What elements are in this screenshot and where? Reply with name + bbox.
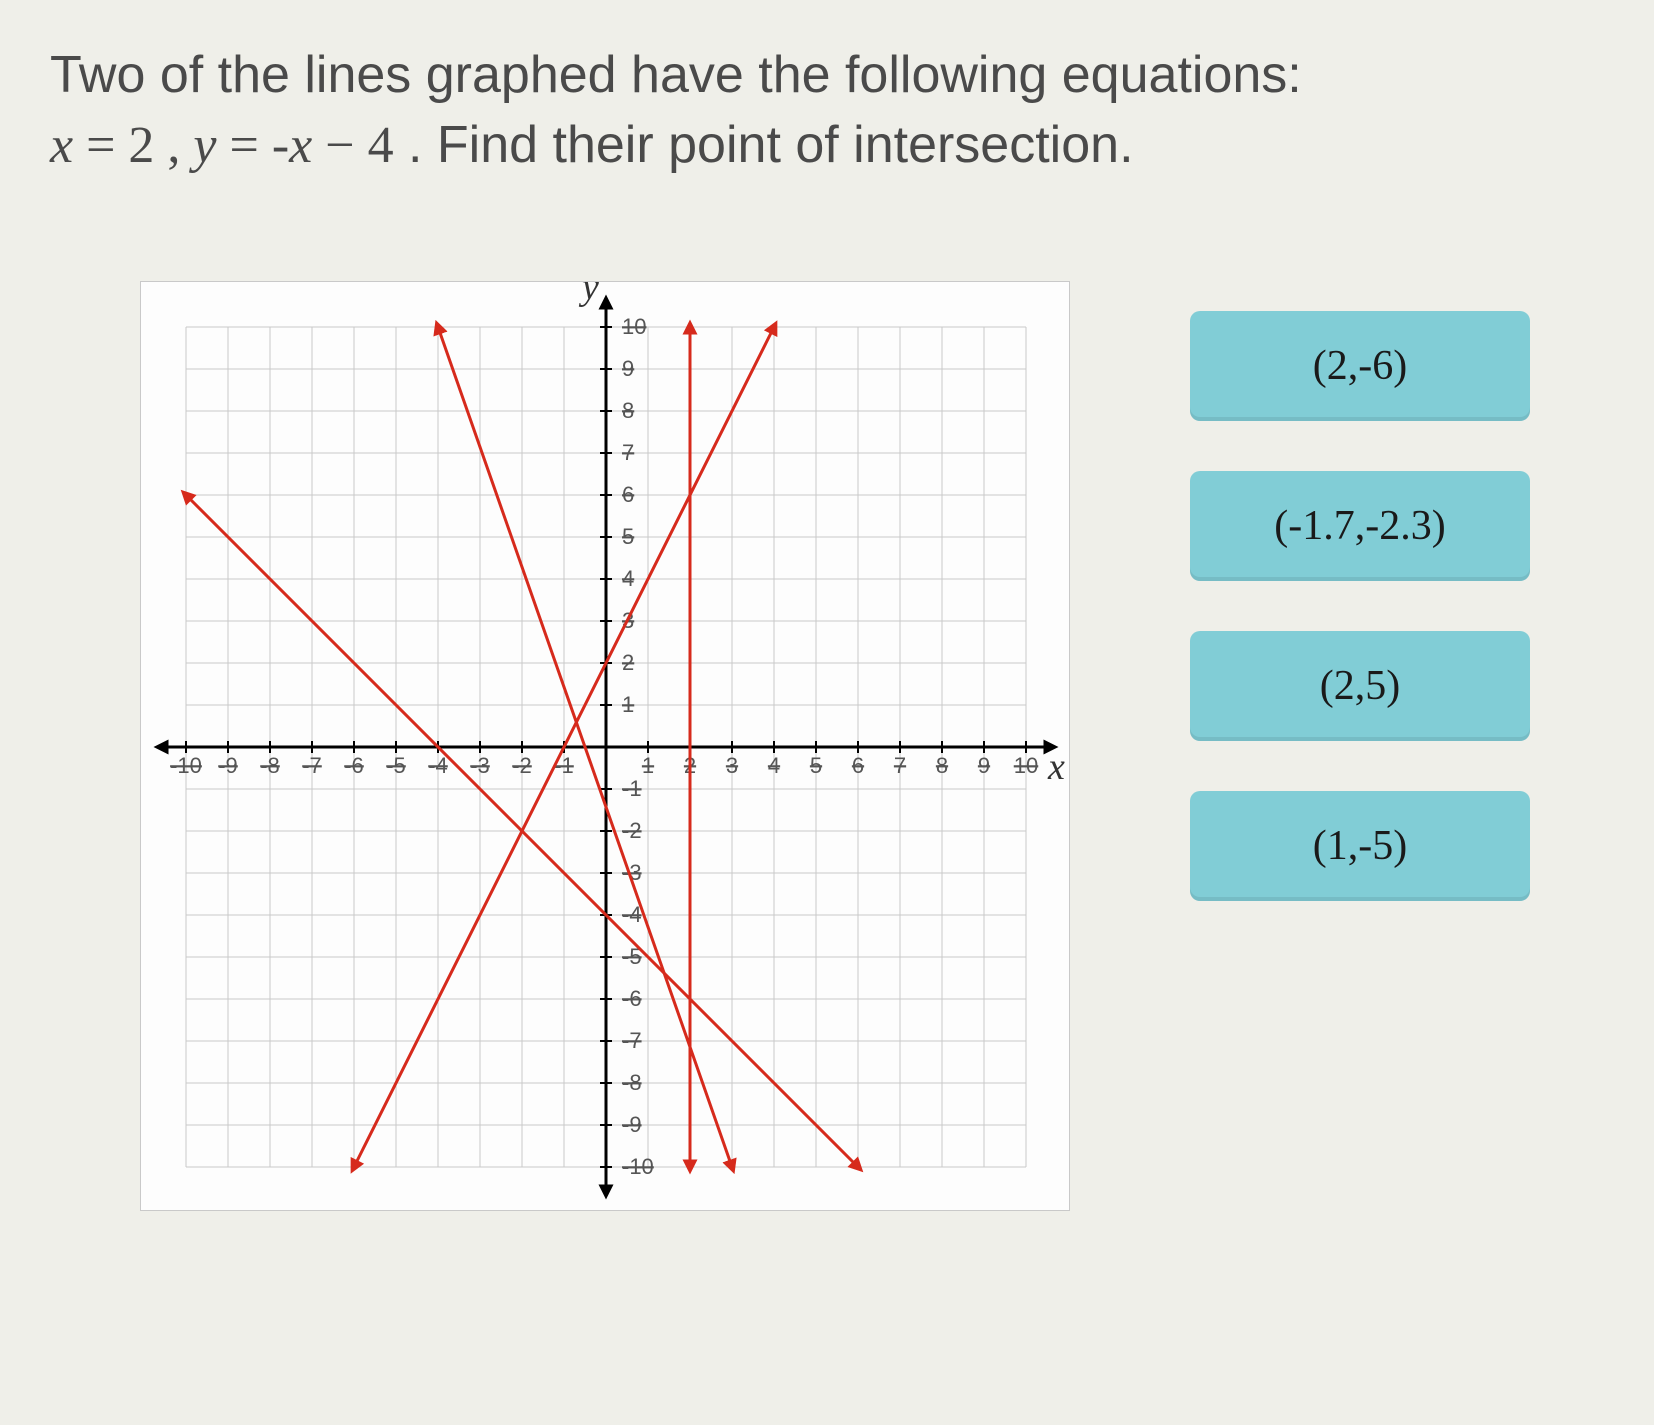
content-row: -10-9-8-7-6-5-4-3-2-11234567891012345678… [50,281,1604,1211]
svg-text:8: 8 [622,398,634,423]
svg-text:-2: -2 [512,753,532,778]
svg-text:10: 10 [1014,753,1038,778]
svg-text:-2: -2 [622,818,642,843]
answer-choices: (2,-6) (-1.7,-2.3) (2,5) (1,-5) [1190,281,1530,901]
answer-choice-0[interactable]: (2,-6) [1190,311,1530,421]
svg-text:-10: -10 [622,1154,654,1179]
question-prefix: Two of the lines graphed have the follow… [50,46,1302,104]
svg-text:-1: -1 [622,776,642,801]
eq1-rhs: 2 [128,117,154,174]
svg-text:-1: -1 [554,753,574,778]
answer-choice-3[interactable]: (1,-5) [1190,791,1530,901]
eq-sep: , [154,117,193,174]
svg-text:-7: -7 [302,753,322,778]
svg-text:-5: -5 [386,753,406,778]
question-suffix: . Find their point of intersection. [394,116,1134,174]
coordinate-plane: -10-9-8-7-6-5-4-3-2-11234567891012345678… [140,281,1070,1211]
svg-text:9: 9 [978,753,990,778]
svg-text:8: 8 [936,753,948,778]
svg-text:x: x [1047,746,1065,788]
svg-text:5: 5 [622,524,634,549]
eq2-lhs: y [193,117,216,174]
eq1-lhs: x [50,117,73,174]
answer-choice-1[interactable]: (-1.7,-2.3) [1190,471,1530,581]
svg-text:-8: -8 [622,1070,642,1095]
svg-text:-9: -9 [622,1112,642,1137]
eq1-eq: = [73,117,128,174]
eq2-rhs-c: 4 [368,117,394,174]
svg-text:-8: -8 [260,753,280,778]
eq2-eq: = [217,117,272,174]
svg-text:4: 4 [622,566,634,591]
answer-label: (-1.7,-2.3) [1274,502,1445,550]
eq2-rhs-a: -x [272,117,312,174]
svg-text:7: 7 [622,440,634,465]
svg-text:1: 1 [622,692,634,717]
answer-label: (2,-6) [1313,342,1407,390]
svg-text:y: y [578,282,599,308]
coordinate-plane-svg: -10-9-8-7-6-5-4-3-2-11234567891012345678… [141,282,1071,1212]
svg-text:10: 10 [622,314,646,339]
svg-text:1: 1 [642,753,654,778]
svg-text:2: 2 [622,650,634,675]
answer-label: (2,5) [1320,662,1400,710]
svg-text:9: 9 [622,356,634,381]
svg-text:-6: -6 [344,753,364,778]
eq2-rhs-b: − [312,117,367,174]
svg-text:4: 4 [768,753,780,778]
svg-text:6: 6 [622,482,634,507]
svg-text:-6: -6 [622,986,642,1011]
svg-text:-9: -9 [218,753,238,778]
svg-text:-4: -4 [428,753,448,778]
svg-text:-3: -3 [470,753,490,778]
svg-text:6: 6 [852,753,864,778]
question-text: Two of the lines graphed have the follow… [50,40,1604,181]
svg-text:-10: -10 [170,753,202,778]
svg-text:5: 5 [810,753,822,778]
svg-text:7: 7 [894,753,906,778]
svg-text:3: 3 [726,753,738,778]
svg-text:-4: -4 [622,902,642,927]
answer-choice-2[interactable]: (2,5) [1190,631,1530,741]
answer-label: (1,-5) [1313,822,1407,870]
svg-text:-7: -7 [622,1028,642,1053]
